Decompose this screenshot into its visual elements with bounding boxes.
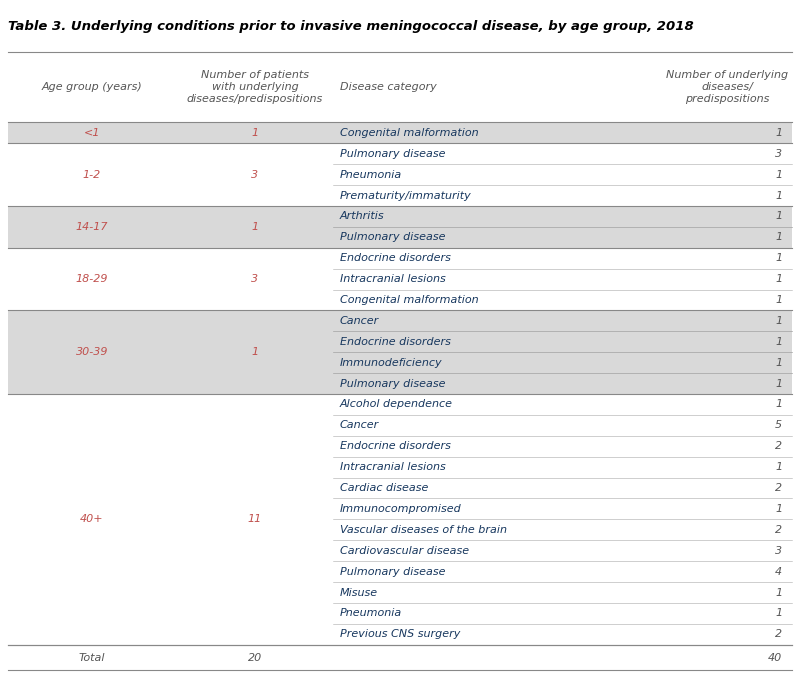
Text: 20: 20 bbox=[248, 652, 262, 663]
Text: 1: 1 bbox=[775, 191, 782, 201]
Text: 2: 2 bbox=[775, 525, 782, 535]
Text: 1: 1 bbox=[775, 504, 782, 514]
Text: Disease category: Disease category bbox=[340, 82, 437, 92]
Text: 1: 1 bbox=[775, 462, 782, 472]
Text: 1: 1 bbox=[775, 316, 782, 326]
Text: Number of underlying
diseases/
predispositions: Number of underlying diseases/ predispos… bbox=[666, 70, 788, 104]
Text: 1: 1 bbox=[775, 609, 782, 619]
Bar bbox=[8, 248, 334, 311]
Bar bbox=[8, 353, 792, 373]
Text: 40+: 40+ bbox=[80, 514, 104, 524]
Bar bbox=[8, 373, 792, 394]
Text: Congenital malformation: Congenital malformation bbox=[340, 295, 478, 305]
Text: 1: 1 bbox=[775, 233, 782, 243]
Text: 30-39: 30-39 bbox=[76, 347, 108, 357]
Text: Pulmonary disease: Pulmonary disease bbox=[340, 149, 446, 159]
Text: Congenital malformation: Congenital malformation bbox=[340, 128, 478, 138]
Text: 1: 1 bbox=[775, 588, 782, 598]
Bar bbox=[8, 394, 334, 645]
Text: Cardiac disease: Cardiac disease bbox=[340, 483, 428, 493]
Text: Pulmonary disease: Pulmonary disease bbox=[340, 567, 446, 577]
Text: 2: 2 bbox=[775, 441, 782, 452]
Text: Vascular diseases of the brain: Vascular diseases of the brain bbox=[340, 525, 506, 535]
Bar bbox=[8, 206, 334, 248]
Text: 5: 5 bbox=[775, 421, 782, 431]
Text: Table 3. Underlying conditions prior to invasive meningococcal disease, by age g: Table 3. Underlying conditions prior to … bbox=[8, 20, 694, 33]
Text: Cancer: Cancer bbox=[340, 421, 379, 431]
Text: 2: 2 bbox=[775, 483, 782, 493]
Text: 1: 1 bbox=[251, 128, 258, 138]
Text: Previous CNS surgery: Previous CNS surgery bbox=[340, 630, 460, 640]
Bar bbox=[8, 206, 792, 227]
Text: <1: <1 bbox=[84, 128, 100, 138]
Text: 1-2: 1-2 bbox=[82, 170, 101, 180]
Text: 1: 1 bbox=[775, 295, 782, 305]
Text: Immunodeficiency: Immunodeficiency bbox=[340, 358, 442, 368]
Text: 1: 1 bbox=[775, 274, 782, 284]
Text: 11: 11 bbox=[248, 514, 262, 524]
Text: 3: 3 bbox=[251, 170, 258, 180]
Text: Intracranial lesions: Intracranial lesions bbox=[340, 274, 446, 284]
Bar bbox=[8, 123, 792, 144]
Text: 40: 40 bbox=[768, 652, 782, 663]
Text: 1: 1 bbox=[775, 358, 782, 368]
Text: 18-29: 18-29 bbox=[76, 274, 108, 284]
Text: Immunocompromised: Immunocompromised bbox=[340, 504, 462, 514]
Bar bbox=[8, 227, 792, 248]
Text: 1: 1 bbox=[775, 400, 782, 410]
Text: 1: 1 bbox=[775, 212, 782, 222]
Text: 1: 1 bbox=[775, 128, 782, 138]
Text: Pulmonary disease: Pulmonary disease bbox=[340, 379, 446, 389]
Bar bbox=[8, 311, 792, 332]
Text: Endocrine disorders: Endocrine disorders bbox=[340, 441, 450, 452]
Text: Age group (years): Age group (years) bbox=[42, 82, 142, 92]
Text: Endocrine disorders: Endocrine disorders bbox=[340, 337, 450, 347]
Text: 1: 1 bbox=[775, 337, 782, 347]
Text: Pneumonia: Pneumonia bbox=[340, 170, 402, 180]
Text: Prematurity/immaturity: Prematurity/immaturity bbox=[340, 191, 471, 201]
Text: Number of patients
with underlying
diseases/predispositions: Number of patients with underlying disea… bbox=[187, 70, 323, 104]
Bar bbox=[8, 311, 334, 394]
Text: 2: 2 bbox=[775, 630, 782, 640]
Text: Pulmonary disease: Pulmonary disease bbox=[340, 233, 446, 243]
Text: Cancer: Cancer bbox=[340, 316, 379, 326]
Text: Cardiovascular disease: Cardiovascular disease bbox=[340, 546, 469, 556]
Text: 1: 1 bbox=[775, 379, 782, 389]
Text: Arthritis: Arthritis bbox=[340, 212, 384, 222]
Text: Alcohol dependence: Alcohol dependence bbox=[340, 400, 453, 410]
Text: 14-17: 14-17 bbox=[76, 222, 108, 232]
Text: 4: 4 bbox=[775, 567, 782, 577]
Text: Endocrine disorders: Endocrine disorders bbox=[340, 253, 450, 264]
Text: 3: 3 bbox=[251, 274, 258, 284]
Text: 1: 1 bbox=[251, 222, 258, 232]
Bar bbox=[8, 332, 792, 353]
Bar bbox=[8, 144, 334, 206]
Text: Misuse: Misuse bbox=[340, 588, 378, 598]
Text: 3: 3 bbox=[775, 546, 782, 556]
Text: Total: Total bbox=[78, 652, 105, 663]
Text: 1: 1 bbox=[775, 253, 782, 264]
Text: Intracranial lesions: Intracranial lesions bbox=[340, 462, 446, 472]
Text: Pneumonia: Pneumonia bbox=[340, 609, 402, 619]
Bar bbox=[8, 123, 334, 144]
Text: 3: 3 bbox=[775, 149, 782, 159]
Text: 1: 1 bbox=[775, 170, 782, 180]
Text: 1: 1 bbox=[251, 347, 258, 357]
